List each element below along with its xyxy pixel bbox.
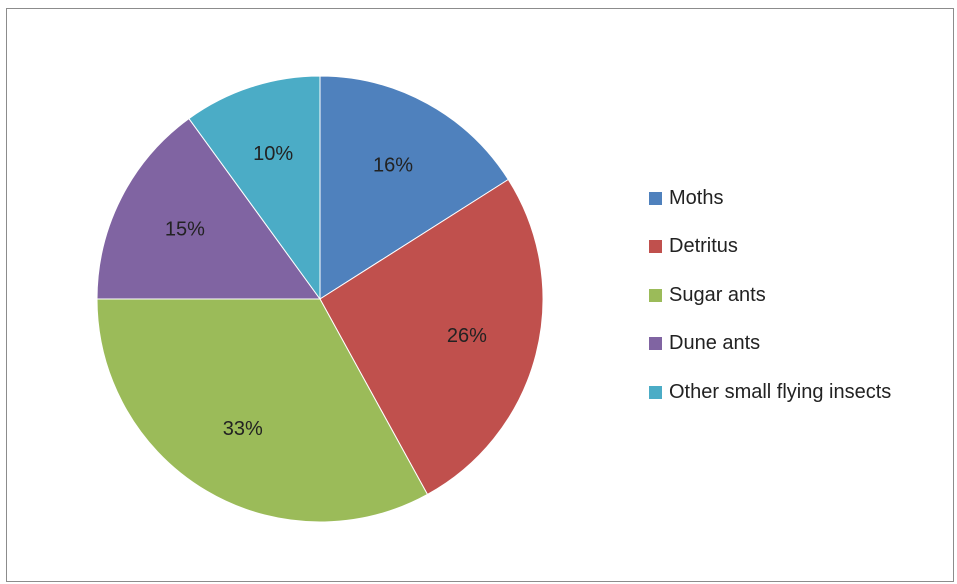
data-label-dune-ants: 15% [165,218,205,240]
legend-label-detritus: Detritus [669,235,738,257]
pie-slice-sugar-ants [96,298,429,523]
pie-slice-detritus [319,178,544,496]
legend-item-dune-ants: Dune ants [649,332,949,356]
legend-swatch-dune-ants [649,337,662,350]
data-label-other-small-flying-insects: 10% [253,143,293,165]
pie-slices [96,75,544,523]
legend-swatch-detritus [649,240,662,253]
legend-item-sugar-ants: Sugar ants [649,283,949,307]
pie-slice-other-small-flying-insects [188,75,321,301]
legend-label-moths: Moths [669,186,724,209]
legend-label-other-flying-insects: Other small flying insects [669,380,892,403]
legend-swatch-other-flying-insects [649,385,662,399]
data-label-sugar-ants: 33% [223,418,263,440]
legend-item-moths: Moths [649,186,949,210]
legend-swatch-moths [649,191,662,205]
legend-swatch-sugar-ants [649,288,662,302]
legend-label-sugar-ants: Sugar ants [669,283,766,306]
pie-data-labels: 16% 26% 33% 15% 10% [165,143,487,440]
legend-label-dune-ants: Dune ants [669,332,761,354]
pie-slice-dune-ants [96,117,321,300]
data-label-moths: 16% [373,154,413,176]
legend-item-detritus: Detritus [649,235,949,259]
legend: Moths Detritus Sugar ants Dune ants Othe… [649,186,949,429]
legend-item-other-flying-insects: Other small flying insects [649,380,949,404]
data-label-detritus: 26% [447,325,487,347]
pie-slice-moths [319,75,509,300]
